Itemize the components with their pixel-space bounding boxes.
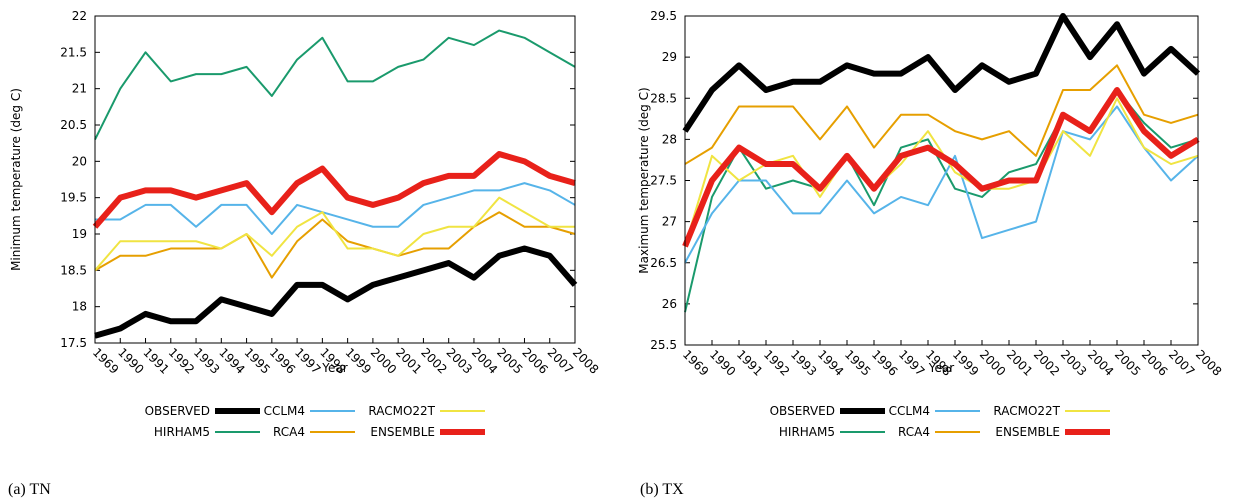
y-tick-label: 21.5 (60, 45, 87, 59)
y-tick-label: 29.5 (650, 9, 677, 23)
caption: (a) TN (8, 481, 51, 498)
x-tick-label: 1994 (815, 347, 846, 378)
series-line (94, 29, 576, 140)
x-tick-label: 2005 (494, 345, 525, 376)
series-line (684, 64, 1199, 165)
x-tick-label: 1995 (842, 347, 873, 378)
y-tick-label: 28.5 (650, 91, 677, 105)
series-line (92, 151, 576, 229)
x-tick-label: 2003 (1058, 347, 1089, 378)
legend-label: CCLM4 (264, 404, 305, 418)
y-tick-label: 26.5 (650, 256, 677, 270)
y-tick-label: 17.5 (60, 336, 87, 350)
y-axis-label: Maximum temperature (deg C) (637, 87, 651, 273)
x-axis-label: Year (321, 361, 347, 375)
x-tick-label: 2003 (444, 345, 475, 376)
legend-label: RCA4 (273, 425, 305, 439)
legend-label: HIRHAM5 (154, 425, 210, 439)
legend-label: RACMO22T (993, 404, 1060, 418)
x-tick-label: 1993 (788, 347, 819, 378)
y-tick-label: 20.5 (60, 118, 87, 132)
x-tick-label: 2000 (977, 347, 1008, 378)
x-tick-label: 1993 (191, 345, 222, 376)
x-tick-label: 2005 (1112, 347, 1143, 378)
series-line (682, 87, 1200, 248)
y-tick-label: 27.5 (650, 174, 677, 188)
x-tick-label: 2002 (1031, 347, 1062, 378)
x-tick-label: 1969 (680, 347, 711, 378)
y-tick-label: 22 (72, 9, 87, 23)
x-tick-label: 1999 (950, 347, 981, 378)
x-tick-label: 1996 (869, 347, 900, 378)
legend-label: RACMO22T (368, 404, 435, 418)
x-tick-label: 2007 (1166, 347, 1197, 378)
x-tick-label: 2006 (519, 345, 550, 376)
legend-label: HIRHAM5 (779, 425, 835, 439)
x-tick-label: 2004 (1085, 347, 1116, 378)
legend-label: ENSEMBLE (995, 425, 1060, 439)
x-tick-label: 2000 (368, 345, 399, 376)
legend-label: CCLM4 (889, 404, 930, 418)
legend-label: OBSERVED (770, 404, 835, 418)
y-tick-label: 28 (662, 132, 677, 146)
x-tick-label: 1992 (761, 347, 792, 378)
y-tick-label: 18 (72, 300, 87, 314)
x-tick-label: 1997 (292, 345, 323, 376)
series-line (682, 13, 1201, 133)
x-tick-label: 1996 (267, 345, 298, 376)
caption: (b) TX (640, 481, 684, 498)
y-tick-label: 18.5 (60, 263, 87, 277)
plot-frame (94, 15, 576, 344)
x-tick-label: 2001 (393, 345, 424, 376)
series-line (684, 105, 1199, 264)
x-tick-label: 2006 (1139, 347, 1170, 378)
x-axis-label: Year (928, 361, 954, 375)
series-line (94, 196, 575, 271)
y-tick-label: 20 (72, 154, 87, 168)
y-tick-label: 21 (72, 82, 87, 96)
x-tick-label: 2004 (469, 345, 500, 376)
series-line (95, 182, 576, 235)
series-line (684, 97, 1199, 247)
x-tick-label: 1994 (216, 345, 247, 376)
x-tick-label: 1995 (241, 345, 272, 376)
x-tick-label: 1997 (896, 347, 927, 378)
series-line (94, 211, 576, 279)
x-tick-label: 1990 (115, 345, 146, 376)
x-tick-label: 1991 (140, 345, 171, 376)
y-tick-label: 26 (662, 297, 677, 311)
y-tick-label: 25.5 (650, 338, 677, 352)
legend-label: RCA4 (898, 425, 930, 439)
x-tick-label: 1991 (734, 347, 765, 378)
legend-label: ENSEMBLE (370, 425, 435, 439)
x-tick-label: 2002 (418, 345, 449, 376)
series-line (94, 245, 578, 339)
legend-label: OBSERVED (145, 404, 210, 418)
x-tick-label: 1992 (166, 345, 197, 376)
x-tick-label: 2008 (570, 345, 601, 376)
y-tick-label: 19.5 (60, 191, 87, 205)
y-tick-label: 19 (72, 227, 87, 241)
x-tick-label: 2001 (1004, 347, 1035, 378)
x-tick-label: 2008 (1193, 347, 1224, 378)
y-tick-label: 29 (662, 50, 677, 64)
x-tick-label: 2007 (545, 345, 576, 376)
y-tick-label: 27 (662, 215, 677, 229)
x-tick-label: 1969 (90, 345, 121, 376)
y-axis-label: Minimum temperature (deg C) (9, 88, 23, 271)
plot-frame (684, 15, 1199, 346)
x-tick-label: 1990 (707, 347, 738, 378)
